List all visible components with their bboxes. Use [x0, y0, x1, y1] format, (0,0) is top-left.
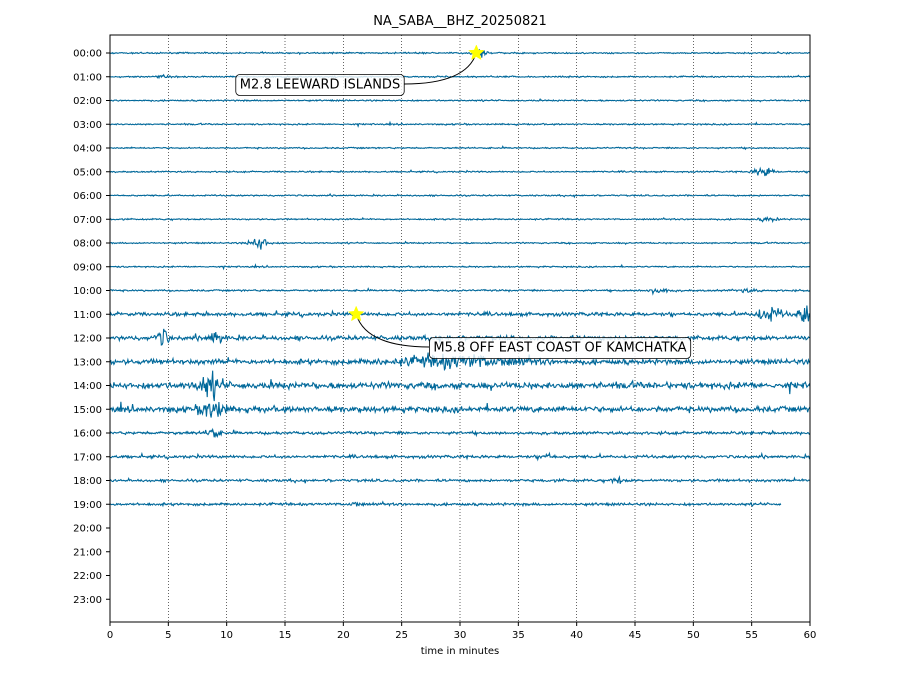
y-tick-label: 13:00: [73, 357, 102, 368]
event-annotations: M2.8 LEEWARD ISLANDS M5.8 OFF EAST COAST …: [235, 44, 692, 359]
event-connector: [355, 314, 430, 348]
event-label: M2.8 LEEWARD ISLANDS: [240, 78, 400, 93]
y-tick-label: 22:00: [73, 571, 102, 582]
trace-line: [109, 401, 811, 418]
y-tick-label: 10:00: [73, 286, 102, 297]
y-tick-label: 18:00: [73, 476, 102, 487]
trace-line: [109, 145, 811, 151]
y-tick-label: 23:00: [73, 595, 102, 606]
trace-line: [109, 238, 811, 250]
trace-group: [109, 49, 811, 508]
trace-line: [109, 97, 811, 103]
trace-line: [109, 500, 782, 508]
y-tick-label: 04:00: [73, 144, 102, 155]
chart-title: NA_SABA__BHZ_20250821: [373, 14, 547, 29]
y-tick-label: 11:00: [73, 310, 102, 321]
trace-line: [109, 215, 811, 224]
y-tick-label: 15:00: [73, 405, 102, 416]
x-tick-label: 30: [454, 630, 467, 641]
trace-line: [109, 120, 811, 128]
event-label-box: [428, 337, 692, 359]
y-tick-label: 16:00: [73, 429, 102, 440]
trace-line: [109, 73, 811, 80]
y-tick-label: 12:00: [73, 334, 102, 345]
x-tick-label: 45: [629, 630, 642, 641]
trace-line: [109, 192, 811, 199]
x-tick-label: 20: [337, 630, 350, 641]
x-axis-label: time in minutes: [421, 646, 500, 657]
y-axis-ticks: 00:00 01:00 02:00 03:00 04:00 05:00 06:00 07:00…: [73, 49, 110, 606]
y-tick-label: 07:00: [73, 215, 102, 226]
trace-line: [109, 370, 811, 402]
trace-line: [109, 451, 811, 462]
x-tick-label: 55: [745, 630, 758, 641]
trace-line: [109, 263, 811, 271]
y-tick-label: 21:00: [73, 547, 102, 558]
trace-line: [109, 287, 811, 296]
trace-line: [109, 49, 811, 58]
y-tick-label: 19:00: [73, 500, 102, 511]
x-tick-label: 25: [395, 630, 408, 641]
x-tick-label: 0: [107, 630, 113, 641]
y-tick-label: 17:00: [73, 452, 102, 463]
x-tick-label: 15: [279, 630, 292, 641]
event-star-marker: [468, 44, 485, 60]
y-tick-label: 02:00: [73, 96, 102, 107]
y-tick-label: 03:00: [73, 120, 102, 131]
y-tick-label: 06:00: [73, 191, 102, 202]
trace-line: [109, 475, 811, 485]
event-connector: [404, 52, 477, 85]
event-label-box: [235, 74, 405, 96]
y-tick-label: 00:00: [73, 49, 102, 60]
x-tick-label: 35: [512, 630, 525, 641]
x-tick-label: 5: [165, 630, 171, 641]
y-tick-label: 14:00: [73, 381, 102, 392]
y-tick-label: 09:00: [73, 262, 102, 273]
y-tick-label: 20:00: [73, 524, 102, 535]
event-label: M5.8 OFF EAST COAST OF KAMCHATKA: [433, 341, 686, 356]
y-tick-label: 05:00: [73, 167, 102, 178]
trace-line: [109, 305, 811, 322]
event-star-marker: [347, 305, 365, 322]
trace-line: [109, 166, 811, 177]
trace-line: [109, 427, 811, 439]
x-tick-label: 40: [570, 630, 583, 641]
x-tick-label: 50: [687, 630, 700, 641]
x-axis-ticks: 0 5 10 15 20 25 30 35 40 45 50 55 60: [107, 622, 817, 641]
x-tick-label: 10: [220, 630, 233, 641]
y-tick-label: 08:00: [73, 239, 102, 250]
x-tick-label: 60: [804, 630, 817, 641]
vertical-grid: [168, 35, 752, 622]
y-tick-label: 01:00: [73, 72, 102, 83]
